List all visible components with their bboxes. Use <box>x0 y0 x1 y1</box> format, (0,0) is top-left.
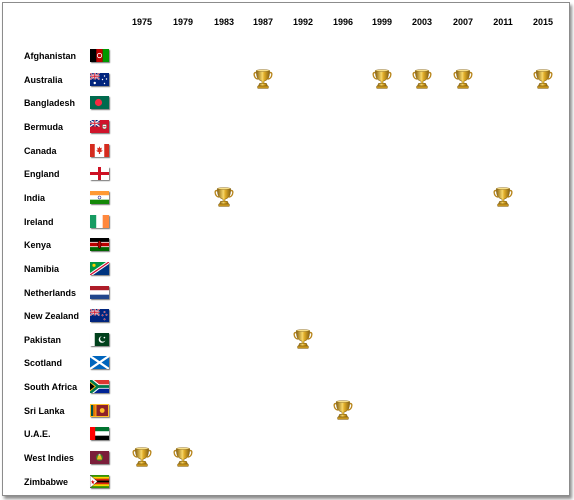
country-name: England <box>24 169 60 179</box>
country-name: Netherlands <box>24 288 77 298</box>
country-row-south-africa: South Africa <box>3 375 573 399</box>
country-name: Zimbabwe <box>24 477 69 487</box>
year-label-1996: 1996 <box>332 17 354 27</box>
trophy-icon <box>533 68 553 90</box>
namibia-flag-icon <box>90 262 109 275</box>
trophy-icon <box>372 68 392 90</box>
ireland-flag-icon <box>90 215 109 228</box>
west-indies-flag-icon <box>90 451 109 464</box>
country-name: Afghanistan <box>24 51 77 61</box>
year-label-1975: 1975 <box>131 17 153 27</box>
country-name: Bangladesh <box>24 98 76 108</box>
year-label-2007: 2007 <box>452 17 474 27</box>
scotland-flag-icon <box>90 356 109 369</box>
year-label-1992: 1992 <box>292 17 314 27</box>
country-row-sri-lanka: Sri Lanka <box>3 399 573 423</box>
country-name: Ireland <box>24 217 54 227</box>
country-row-kenya: Kenya <box>3 233 573 257</box>
country-row-west-indies: West Indies <box>3 446 573 470</box>
country-name: Namibia <box>24 264 60 274</box>
country-name: Sri Lanka <box>24 406 65 416</box>
afghanistan-flag-icon <box>90 49 109 62</box>
country-row-scotland: Scotland <box>3 351 573 375</box>
bangladesh-flag-icon <box>90 96 109 109</box>
trophy-icon <box>493 186 513 208</box>
sri-lanka-flag-icon <box>90 404 109 417</box>
country-row-pakistan: Pakistan <box>3 328 573 352</box>
uae-flag-icon <box>90 427 109 440</box>
year-label-1979: 1979 <box>172 17 194 27</box>
trophy-icon <box>132 446 152 468</box>
south-africa-flag-icon <box>90 380 109 393</box>
country-row-bermuda: Bermuda <box>3 115 573 139</box>
country-name: Pakistan <box>24 335 62 345</box>
canada-flag-icon <box>90 144 109 157</box>
country-name: U.A.E. <box>24 429 51 439</box>
country-row-new-zealand: New Zealand <box>3 304 573 328</box>
country-row-netherlands: Netherlands <box>3 281 573 305</box>
pakistan-flag-icon <box>90 333 109 346</box>
country-name: Australia <box>24 75 63 85</box>
trophy-icon <box>333 399 353 421</box>
world-cup-winners-panel: 1975 1979 1983 1987 1992 1996 1999 2003 2007 2011… <box>2 2 570 496</box>
country-name: West Indies <box>24 453 74 463</box>
country-name: Bermuda <box>24 122 64 132</box>
australia-flag-icon <box>90 73 109 86</box>
country-name: South Africa <box>24 382 78 392</box>
year-label-1987: 1987 <box>252 17 274 27</box>
country-name: Canada <box>24 146 57 156</box>
country-row-ireland: Ireland <box>3 210 573 234</box>
country-row-zimbabwe: Zimbabwe <box>3 470 573 494</box>
year-label-2015: 2015 <box>532 17 554 27</box>
country-row-u-a-e: U.A.E. <box>3 422 573 446</box>
year-label-1999: 1999 <box>371 17 393 27</box>
india-flag-icon <box>90 191 109 204</box>
trophy-icon <box>253 68 273 90</box>
trophy-icon <box>453 68 473 90</box>
trophy-icon <box>293 328 313 350</box>
country-name: New Zealand <box>24 311 80 321</box>
country-row-bangladesh: Bangladesh <box>3 91 573 115</box>
country-name: Scotland <box>24 358 63 368</box>
country-row-india: India <box>3 186 573 210</box>
bermuda-flag-icon <box>90 120 109 133</box>
country-name: India <box>24 193 46 203</box>
year-label-1983: 1983 <box>213 17 235 27</box>
year-label-2011: 2011 <box>493 17 513 27</box>
country-name: Kenya <box>24 240 52 250</box>
country-row-england: England <box>3 162 573 186</box>
country-row-afghanistan: Afghanistan <box>3 44 573 68</box>
kenya-flag-icon <box>90 238 109 251</box>
country-row-canada: Canada <box>3 139 573 163</box>
country-row-namibia: Namibia <box>3 257 573 281</box>
trophy-icon <box>214 186 234 208</box>
new-zealand-flag-icon <box>90 309 109 322</box>
netherlands-flag-icon <box>90 286 109 299</box>
zimbabwe-flag-icon <box>90 475 109 488</box>
england-flag-icon <box>90 167 109 180</box>
country-row-australia: Australia <box>3 68 573 92</box>
trophy-icon <box>173 446 193 468</box>
trophy-icon <box>412 68 432 90</box>
year-label-2003: 2003 <box>411 17 433 27</box>
